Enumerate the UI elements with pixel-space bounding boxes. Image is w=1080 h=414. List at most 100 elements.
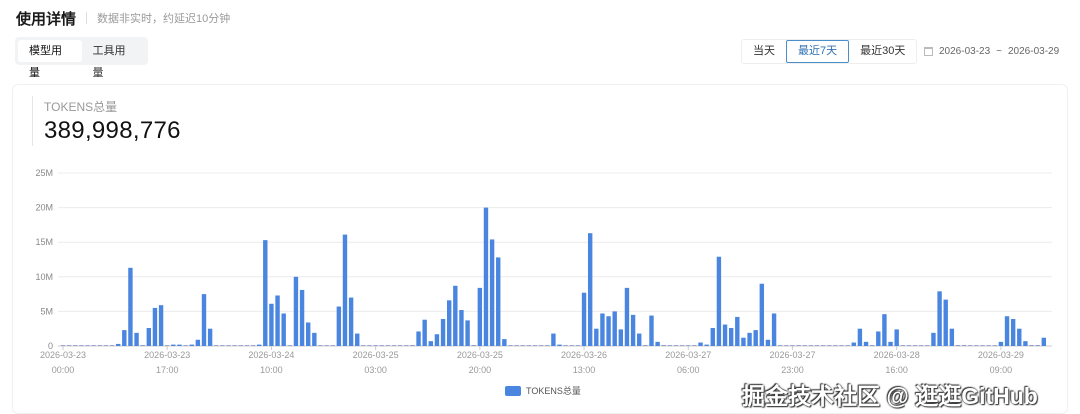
bar <box>667 345 673 346</box>
bar <box>232 345 237 346</box>
bar <box>637 333 642 346</box>
bar <box>937 291 942 346</box>
tab-model-usage[interactable]: 模型用量 <box>18 40 82 79</box>
bar <box>581 292 587 346</box>
bar <box>569 345 574 346</box>
bar <box>1023 341 1028 346</box>
y-tick-label: 0 <box>48 341 53 351</box>
bar <box>453 285 458 346</box>
bar <box>281 313 286 346</box>
tab-tool-usage[interactable]: 工具用量 <box>92 45 126 79</box>
range-30days-button[interactable]: 最近30天 <box>860 45 906 57</box>
bar <box>698 342 703 346</box>
x-tick-time: 00:00 <box>52 365 75 375</box>
range-7days-button[interactable]: 最近7天 <box>786 40 850 63</box>
bar <box>1004 316 1010 346</box>
bar <box>931 332 936 346</box>
bar <box>808 345 814 346</box>
bar <box>416 331 421 346</box>
bar <box>1010 319 1016 346</box>
bar <box>802 345 807 346</box>
bar <box>747 332 752 346</box>
page-header: 使用详情 数据非实时，约延迟10分钟 <box>16 8 230 28</box>
bar <box>201 294 207 346</box>
bar <box>630 314 636 346</box>
x-tick-time: 06:00 <box>677 365 700 375</box>
bar <box>686 345 691 346</box>
bar <box>103 345 109 346</box>
usage-tabs: 模型用量 工具用量 <box>15 37 148 79</box>
x-tick-time: 03:00 <box>364 365 387 375</box>
bar <box>446 300 452 346</box>
bar <box>925 345 930 346</box>
bar <box>330 345 335 346</box>
y-tick-label: 5M <box>40 306 53 316</box>
x-tick-time: 17:00 <box>156 365 179 375</box>
range-today-button[interactable]: 当天 <box>753 45 775 57</box>
bar <box>508 345 513 346</box>
bar <box>379 345 384 346</box>
bar <box>882 314 887 346</box>
bar <box>422 319 427 346</box>
bar <box>171 344 176 346</box>
bar <box>575 345 581 346</box>
bar <box>299 289 305 346</box>
bar <box>986 345 991 346</box>
bar <box>355 333 360 346</box>
bar <box>900 345 906 346</box>
bar <box>594 328 599 346</box>
bar <box>189 344 194 346</box>
bar <box>440 319 446 346</box>
bar <box>998 341 1004 346</box>
bar <box>722 324 728 346</box>
page-subtitle: 数据非实时，约延迟10分钟 <box>97 13 231 25</box>
bar <box>244 345 250 346</box>
bar <box>66 345 72 346</box>
range-selector: 当天 最近7天 最近30天 <box>741 39 918 64</box>
calendar-icon <box>924 47 933 56</box>
bar <box>771 313 777 346</box>
date-end: 2026-03-29 <box>1008 46 1060 57</box>
bar <box>79 345 84 346</box>
bar <box>1041 337 1046 346</box>
bar <box>827 345 832 346</box>
bar <box>324 345 329 346</box>
bar <box>692 345 697 346</box>
bar <box>177 344 182 346</box>
page-title: 使用详情 <box>16 10 77 28</box>
bar <box>557 344 562 346</box>
bar <box>459 310 464 346</box>
bar <box>514 345 519 346</box>
x-tick-date: 2026-03-23 <box>40 350 86 360</box>
bar <box>643 345 648 346</box>
bar <box>434 334 440 346</box>
x-tick-date: 2026-03-25 <box>353 350 399 360</box>
bar <box>728 328 734 346</box>
x-tick-date: 2026-03-27 <box>665 350 711 360</box>
date-range-picker[interactable]: 2026-03-23 ~ 2026-03-29 <box>918 39 1068 64</box>
x-tick-time: 10:00 <box>260 365 283 375</box>
bar <box>465 320 470 346</box>
bar <box>974 345 979 346</box>
bar <box>741 337 746 346</box>
bar <box>704 344 709 346</box>
chart-legend[interactable]: TOKENS总量 <box>505 384 581 397</box>
bar <box>312 332 317 346</box>
bar <box>980 345 985 346</box>
bar <box>784 345 789 346</box>
bar <box>753 330 758 346</box>
bar <box>538 345 544 346</box>
bar <box>165 345 170 346</box>
bar <box>551 333 556 346</box>
bar <box>238 345 243 346</box>
bar <box>220 345 225 346</box>
bar <box>183 345 188 346</box>
bar <box>587 233 593 346</box>
bar <box>820 345 826 346</box>
bar <box>306 322 311 346</box>
bar <box>336 306 342 346</box>
x-tick-date: 2026-03-23 <box>144 350 190 360</box>
x-tick-time: 16:00 <box>885 365 908 375</box>
x-tick-date: 2026-03-26 <box>561 350 607 360</box>
x-tick-date: 2026-03-25 <box>457 350 503 360</box>
